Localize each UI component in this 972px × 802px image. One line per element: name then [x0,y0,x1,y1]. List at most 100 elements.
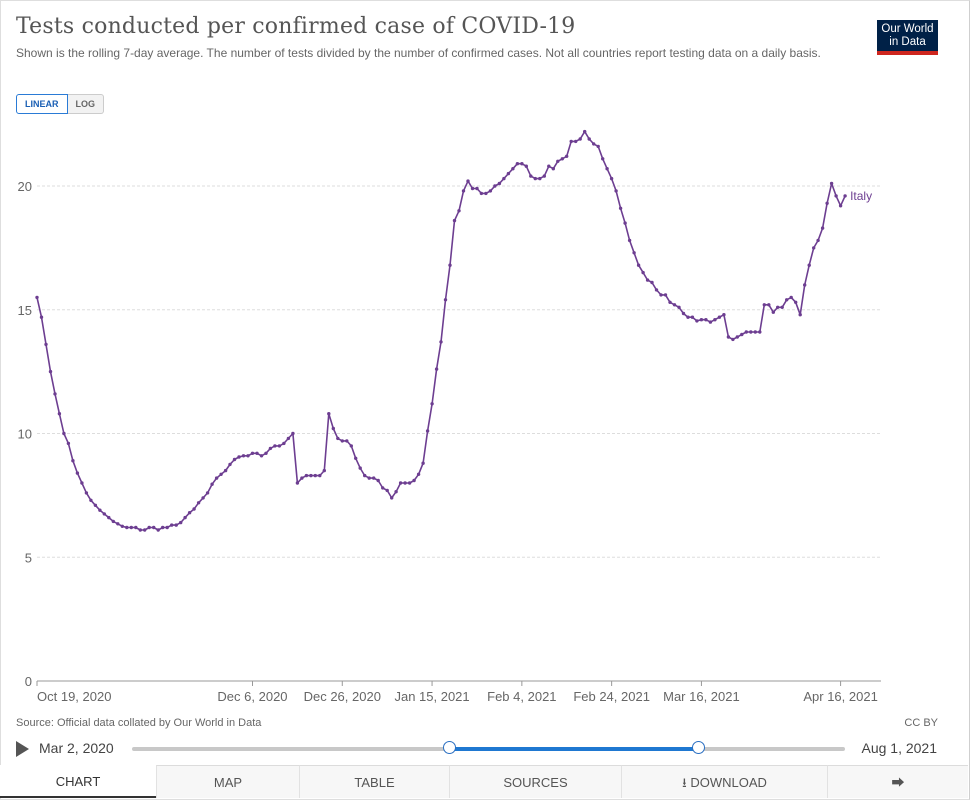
data-point [44,342,48,347]
data-point [421,461,425,465]
data-point [654,288,659,292]
data-point [273,444,277,448]
tab-sources[interactable]: SOURCES [449,765,621,798]
data-point [609,176,614,181]
data-point [439,340,443,344]
data-point [538,176,542,181]
timeline-end-handle[interactable] [691,741,705,754]
data-point [672,303,677,307]
data-point [596,144,600,149]
data-point [300,476,304,480]
data-point [111,519,116,524]
data-point [134,525,138,530]
data-point [816,238,820,243]
data-point [565,154,569,158]
data-point [556,159,560,163]
data-point [484,191,488,196]
x-tick-label: Mar 16, 2021 [663,689,740,704]
data-point [506,171,511,176]
data-point [479,191,484,196]
data-point [237,455,241,459]
data-point [820,226,825,230]
data-point [282,441,286,446]
data-point [789,295,793,300]
y-tick-label: 0 [25,674,32,689]
series-layer: Italy [35,129,872,532]
data-point [416,472,421,476]
data-point [569,139,573,144]
data-point [524,164,528,168]
data-point [488,189,493,193]
source-note: Source: Official data collated by Our Wo… [16,717,262,729]
timeline-end-label: Aug 1, 2021 [861,740,937,756]
data-point [304,473,309,478]
data-point [466,179,470,183]
data-point [75,471,80,475]
chart-subtitle: Shown is the rolling 7-day average. The … [16,46,821,60]
data-point [147,525,151,530]
data-point [152,525,156,530]
data-point [843,194,847,198]
data-point [434,367,439,371]
data-point [174,523,178,527]
timeline-track[interactable] [132,741,845,754]
data-point [690,315,695,319]
data-point [632,251,636,255]
series-line-italy [36,130,846,531]
data-point [358,466,362,470]
data-point [255,451,259,455]
data-point [84,491,89,495]
data-point [825,201,829,205]
x-tick-label: Dec 26, 2020 [304,689,381,704]
data-point [53,392,57,396]
data-point [704,318,708,322]
data-point [645,278,650,282]
data-point [125,525,129,530]
data-point [605,167,609,171]
data-point [250,451,255,455]
tab-share[interactable]: ⮕ [827,765,968,798]
data-point [66,441,71,446]
owid-logo[interactable]: Our World in Data [877,20,938,55]
data-point [286,436,291,441]
license-link[interactable]: CC BY [904,717,938,729]
play-icon[interactable] [16,741,29,757]
tab-table[interactable]: TABLE [299,765,449,798]
data-point [708,320,713,324]
data-point [102,512,107,516]
log-scale-button[interactable]: LOG [67,94,104,114]
data-point [219,472,223,476]
tab-download[interactable]: ⭳ DOWNLOAD [621,765,827,798]
tab-map[interactable]: MAP [156,765,299,798]
x-tick-label: Feb 24, 2021 [573,689,650,704]
data-point [583,129,587,134]
data-point [376,478,380,483]
data-point [170,523,174,527]
tab-chart[interactable]: CHART [0,765,156,798]
data-point [156,528,160,532]
x-tick-label: Jan 15, 2021 [394,689,469,704]
data-point [578,137,582,141]
data-point [767,303,771,307]
data-point [838,204,843,208]
data-point [722,313,726,317]
data-point [183,515,187,520]
linear-scale-button[interactable]: LINEAR [16,94,68,114]
data-point [116,522,120,526]
data-point [574,139,578,144]
data-point [636,263,641,267]
timeline-selected-range [449,747,699,751]
data-point [452,218,457,223]
x-tick-label: Apr 16, 2021 [803,689,877,704]
data-point [663,293,668,297]
timeline-start-handle[interactable] [443,741,457,754]
x-tick-label: Oct 19, 2020 [37,689,111,704]
data-point [291,431,295,436]
data-point [475,186,479,191]
data-point [686,315,690,319]
data-point [336,436,340,441]
data-point [309,473,313,478]
data-point [214,476,219,480]
data-point [713,318,717,322]
data-point [515,162,520,166]
